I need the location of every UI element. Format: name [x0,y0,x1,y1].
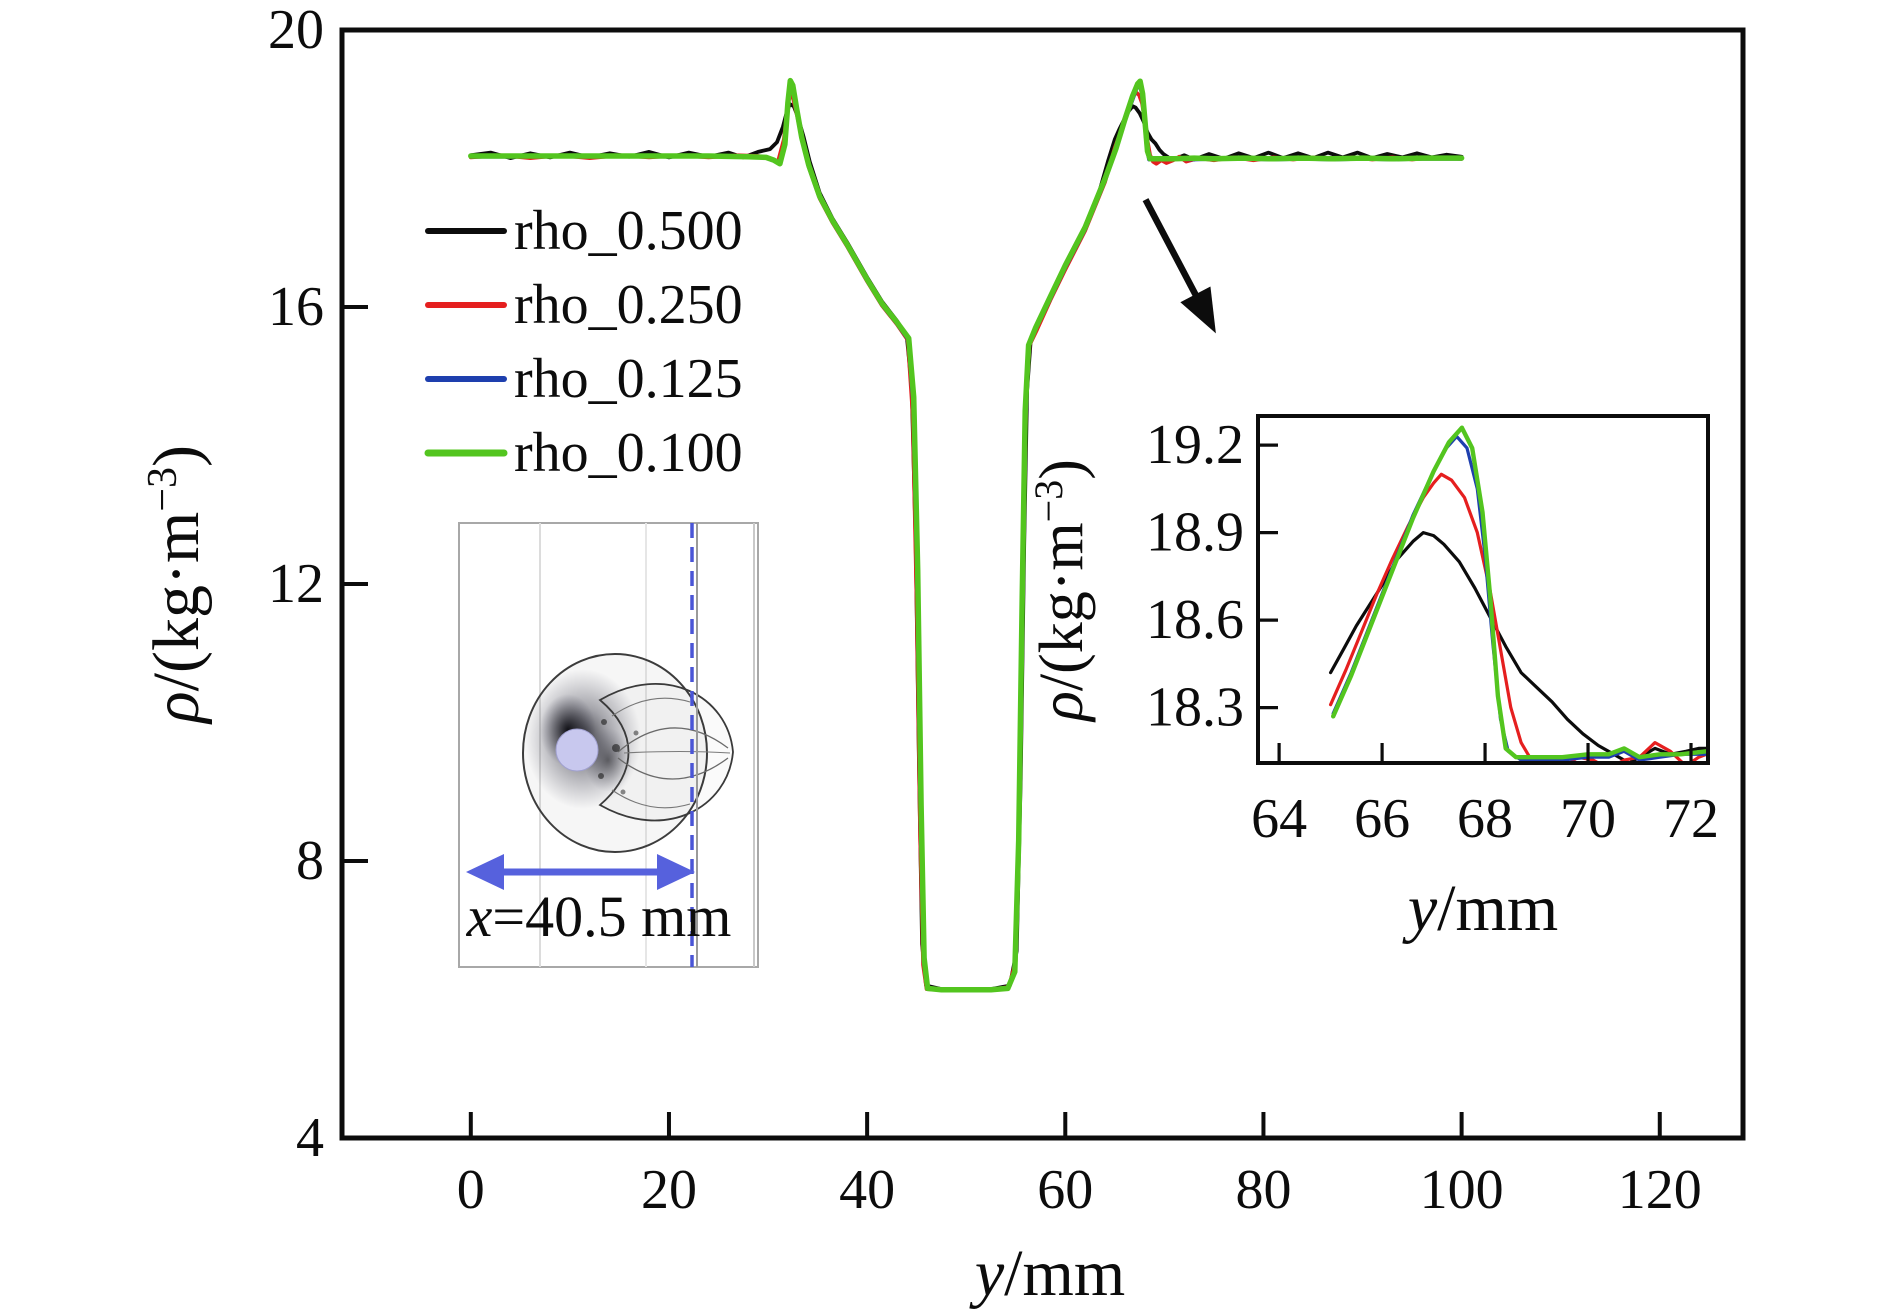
series-layer [468,77,1465,993]
main-y-axis-label: ρ/(kg·m−3) [140,445,213,725]
arrow-shaft [1142,198,1202,302]
x-tick-label: 68 [1457,788,1513,850]
bubble-marker [555,728,599,772]
series-line-rho_0.100 [1330,425,1708,760]
main-x-axis-label: y/mm [969,1237,1125,1310]
x-tick-label: 120 [1618,1159,1702,1221]
inset-chart: 64 66 68 70 72 18.3 18.6 18.9 19.2 [1146,414,1719,850]
x-tick-label: 70 [1560,788,1616,850]
legend-label-rho_0.500: rho_0.500 [514,200,743,262]
legend-label-rho_0.100: rho_0.100 [514,422,743,484]
x-tick-label: 20 [641,1159,697,1221]
lobe-vein [617,727,729,753]
speckle [633,730,639,736]
flow-field-inset: x=40.5 mm [458,522,759,968]
y-tick-label: 4 [296,1107,324,1169]
y-tick-label: 18.9 [1146,502,1244,564]
x-tick-label: 66 [1354,788,1410,850]
y-tick-label: 20 [268,0,324,61]
x-tick-label: 64 [1251,788,1307,850]
annotation-arrow [1142,198,1216,334]
x-tick-label: 40 [839,1159,895,1221]
inset-x-axis-label: y/mm [1402,872,1558,945]
x-tick-label: 0 [457,1159,485,1221]
x-tick-label: 72 [1663,788,1719,850]
slice-caption: x=40.5 mm [466,884,732,949]
inner-lobe-outline [598,683,734,822]
plot-border [1256,414,1710,765]
legend-label-rho_0.125: rho_0.125 [514,348,743,410]
arrow-head [1180,286,1216,334]
speckle [612,744,620,752]
series-line-rho_0.250 [1328,472,1708,763]
y-tick-label: 19.2 [1146,414,1244,476]
flow-shock-structure [522,653,734,853]
legend-label-rho_0.250: rho_0.250 [514,274,743,336]
lobe-vein [623,750,731,754]
lobe-vein [611,789,691,809]
x-tick-label: 100 [1420,1159,1504,1221]
y-tick-label: 16 [268,276,324,338]
y-tick-label: 12 [268,553,324,615]
y-tick-label: 18.6 [1146,589,1244,651]
lobe-vein [611,697,691,717]
legend: rho_0.500 rho_0.250 rho_0.125 rho_0.100 [424,200,743,484]
lobe-vein [617,757,729,780]
x-tick-label: 60 [1037,1159,1093,1221]
series-layer [1328,425,1708,763]
plot-border [339,27,1746,1141]
speckle [601,719,607,725]
inset-y-axis-label: ρ/(kg·m−3) [1026,459,1096,723]
speckle [620,789,626,795]
series-line-rho_0.100 [468,77,1465,993]
main-chart: 0 20 40 60 80 100 120 4 8 12 16 20 [268,0,1746,1221]
speckle [598,773,604,779]
y-tick-label: 8 [296,830,324,892]
measure-arrow [466,854,695,890]
y-tick-label: 18.3 [1146,677,1244,739]
x-tick-label: 80 [1235,1159,1291,1221]
series-line-rho_0.125 [1331,434,1708,762]
